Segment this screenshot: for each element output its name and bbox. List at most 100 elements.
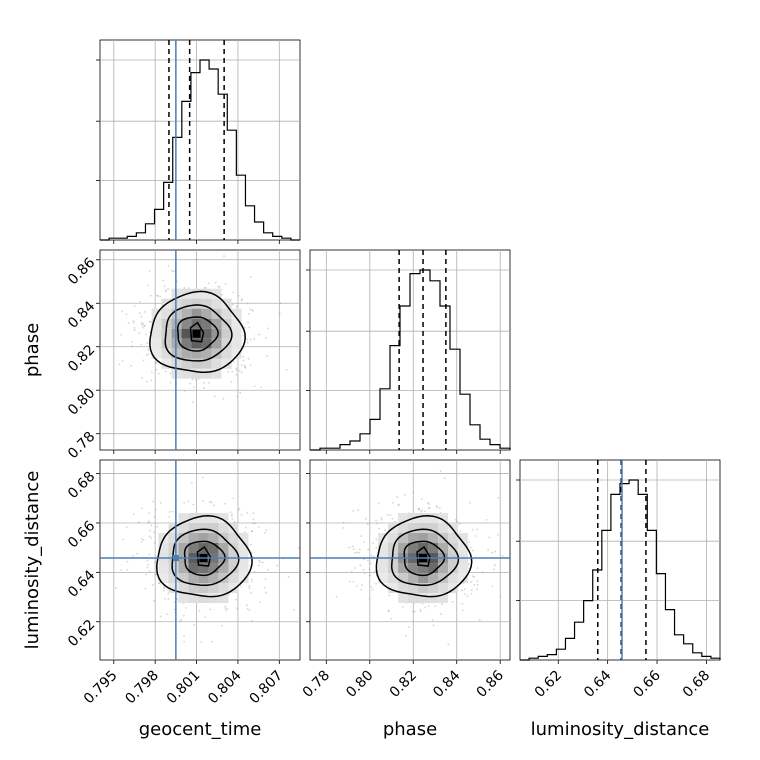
density-cell (188, 543, 199, 554)
sample-point (368, 574, 371, 577)
sample-point (224, 502, 227, 505)
density-cell (181, 368, 192, 379)
sample-point (247, 312, 250, 315)
sample-point (140, 537, 143, 540)
sample-point (183, 389, 186, 392)
sample-point (342, 521, 345, 524)
density-cell (221, 328, 232, 339)
x-tick-label: 0.798 (122, 668, 162, 708)
density-cell (238, 563, 249, 574)
sample-point (391, 501, 394, 504)
density-cell (458, 533, 469, 544)
sample-point (237, 508, 240, 511)
panel-content (115, 476, 300, 643)
sample-point (276, 564, 279, 567)
sample-point (167, 598, 170, 601)
sample-point (463, 588, 466, 591)
sample-point (401, 606, 404, 608)
sample-point (253, 338, 256, 340)
density-cell (168, 533, 179, 544)
sample-point (267, 327, 270, 330)
density-cell (211, 358, 222, 369)
density-cell (231, 338, 242, 349)
density-cell (238, 533, 249, 544)
density-cell (218, 513, 229, 524)
sample-point (121, 360, 124, 362)
sample-point (145, 354, 148, 356)
sample-point (140, 321, 143, 324)
sample-point (214, 281, 217, 284)
density-cell (201, 318, 212, 329)
sample-point (140, 343, 143, 346)
y-tick-label: 0.66 (65, 518, 98, 551)
density-cell (211, 288, 222, 299)
sample-point (424, 606, 427, 609)
density-cell (428, 543, 439, 554)
sample-point (193, 623, 195, 626)
density-cell (181, 298, 192, 309)
density-cell (178, 593, 189, 604)
sample-point (146, 380, 148, 383)
sample-point (189, 382, 192, 385)
density-cell (408, 593, 419, 604)
sample-point (250, 543, 252, 546)
density-cell (398, 513, 409, 524)
density-cell (231, 318, 242, 329)
sample-point (438, 507, 441, 509)
sample-point (386, 513, 389, 516)
sample-point (348, 580, 351, 583)
sample-point (258, 559, 261, 562)
sample-point (159, 615, 162, 618)
sample-point (363, 572, 366, 575)
sample-point (153, 542, 156, 544)
plot-layer: 0.62 0.64 0.66 0.68 0.78 0.80 0.82 0.84 0.86 0.79… (65, 39, 721, 708)
sample-point (166, 613, 169, 616)
sample-point (397, 503, 400, 506)
sample-point (246, 338, 249, 341)
sample-point (287, 576, 290, 578)
sample-point (149, 529, 151, 532)
sample-point (377, 502, 380, 505)
ylabel-luminosity-distance: luminosity_distance (22, 471, 43, 650)
sample-point (149, 570, 151, 573)
density-cell (408, 563, 419, 574)
sample-point (232, 291, 234, 294)
density-cell (438, 593, 449, 604)
contour-line (164, 304, 233, 362)
density-cell (218, 593, 229, 604)
sample-point (167, 593, 170, 595)
sample-point (202, 387, 205, 389)
sample-point (147, 348, 150, 351)
x-tick-label: 0.68 (680, 668, 713, 701)
sample-point (169, 372, 172, 375)
sample-point (239, 585, 242, 588)
sample-point (257, 526, 260, 529)
ylabel-phase: phase (22, 323, 43, 377)
density-cell (191, 338, 202, 349)
sample-point (473, 584, 476, 586)
sample-point (235, 305, 238, 308)
y-tick-label: 0.68 (65, 469, 98, 502)
sample-point (252, 518, 255, 521)
density-cell (428, 533, 439, 544)
sample-point (368, 597, 371, 600)
density-cell (448, 533, 459, 544)
sample-point (389, 514, 392, 516)
sample-point (192, 401, 194, 404)
density-cell (191, 288, 202, 299)
sample-point (150, 379, 153, 382)
sample-point (235, 367, 237, 370)
sample-point (244, 366, 247, 368)
sample-point (218, 285, 221, 288)
sample-point (474, 534, 477, 537)
density-cell (168, 583, 179, 594)
sample-point (153, 516, 156, 518)
sample-point (201, 476, 204, 479)
sample-point (485, 518, 488, 521)
sample-point (375, 519, 377, 522)
sample-point (211, 640, 213, 643)
sample-point (240, 371, 243, 374)
sample-point (150, 537, 152, 539)
sample-point (149, 294, 152, 297)
